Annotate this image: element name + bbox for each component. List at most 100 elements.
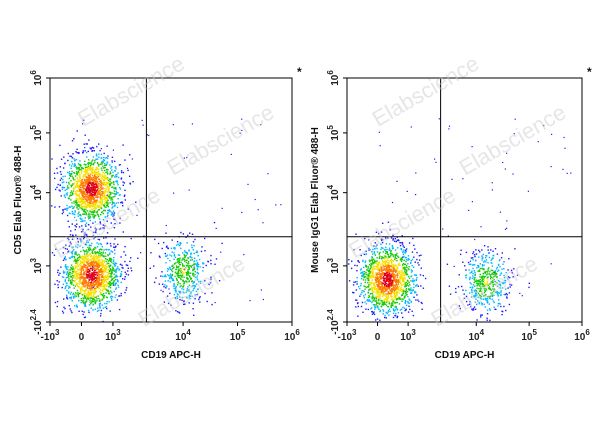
event-dot [395,264,397,266]
event-dot [371,277,373,279]
event-dot [363,285,365,287]
event-dot [73,216,76,219]
event-dot [86,261,88,263]
event-dot [404,296,406,298]
event-dot [96,162,99,164]
event-dot [388,288,391,290]
event-dot [199,266,201,268]
event-dot [98,258,100,261]
event-dot [94,193,96,196]
event-dot [79,279,81,281]
event-dot [104,265,106,267]
event-dot [94,251,96,253]
event-dot [402,267,404,269]
event-dot [89,166,91,168]
event-dot [490,278,492,280]
event-dot [382,276,385,278]
event-dot [400,287,402,289]
event-dot [71,272,73,275]
event-dot [489,309,491,311]
event-dot [95,264,97,266]
event-dot [99,252,101,254]
event-dot [86,286,89,289]
event-dot [80,263,82,265]
event-dot [102,252,104,254]
event-dot [398,264,401,266]
event-dot [393,295,396,298]
event-dot [79,291,81,293]
event-dot [75,253,77,255]
event-dot [161,271,163,273]
event-dot [121,201,123,203]
event-dot [366,286,369,288]
event-dot [113,192,115,195]
event-dot [193,269,195,271]
event-dot [102,275,104,277]
event-dot [176,273,179,275]
event-dot [83,316,86,319]
event-dot [70,256,73,258]
event-dot [395,257,398,260]
event-dot [72,284,75,286]
event-dot [395,290,397,293]
event-dot [82,302,85,304]
event-dot [480,290,482,293]
event-dot [509,276,511,279]
event-dot [396,298,398,300]
event-dot [409,308,411,311]
event-dot [382,222,384,224]
event-dot [93,255,95,257]
event-dot [181,274,184,276]
event-dot [376,244,378,246]
event-dot [75,234,77,236]
event-dot [56,280,58,282]
event-dot [85,189,87,191]
event-dot [360,305,363,308]
event-dot [165,224,167,227]
event-dot [164,255,167,257]
event-dot [493,275,495,278]
event-dot [100,211,103,214]
event-dot [410,301,412,303]
event-dot [79,261,82,263]
event-dot [86,267,88,269]
event-dot [80,215,82,217]
event-dot [414,248,416,250]
event-dot [83,258,85,261]
event-dot [399,309,402,311]
event-dot [180,261,182,263]
event-dot [106,145,108,147]
event-dot [111,207,113,209]
event-dot [176,241,179,243]
event-dot [360,269,362,271]
event-dot [396,294,398,296]
event-dot [377,232,380,235]
event-dot [64,247,67,250]
event-dot [210,263,212,265]
event-dot [416,258,418,261]
event-dot [102,260,104,262]
event-dot [109,191,112,194]
event-dot [77,295,80,298]
event-dot [88,218,90,220]
event-dot [91,214,94,216]
event-dot [76,185,79,188]
event-dot [117,284,119,286]
event-dot [72,187,75,189]
event-dot [385,250,387,253]
event-dot [85,289,88,291]
event-dot [81,184,83,186]
event-dot [391,276,393,278]
event-dot [158,255,161,257]
event-dot [378,261,381,264]
event-dot [510,284,513,286]
event-dot [117,198,119,200]
event-dot [360,284,362,287]
event-dot [94,183,97,185]
event-dot [421,308,423,310]
event-dot [87,180,89,183]
event-dot [71,172,73,175]
event-dot [402,278,405,280]
event-dot [399,296,401,299]
event-dot [78,263,81,266]
